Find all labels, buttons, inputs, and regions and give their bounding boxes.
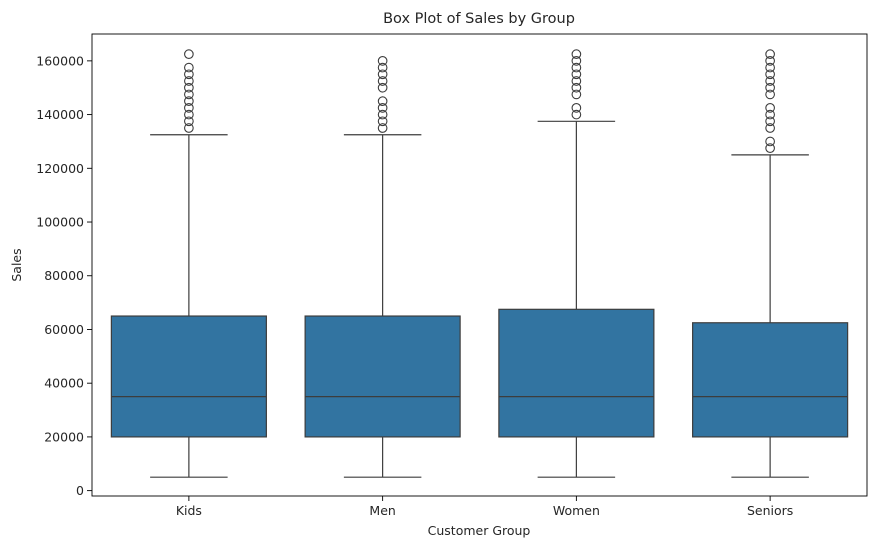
outlier-point: [184, 69, 194, 80]
outlier-point: [765, 69, 775, 80]
y-tick-label: 80000: [44, 268, 84, 283]
outlier-point: [184, 123, 194, 133]
outlier-point: [765, 62, 775, 73]
x-tick-label: Men: [369, 503, 395, 518]
outlier-point: [765, 76, 775, 86]
y-tick-label: 100000: [36, 215, 84, 230]
y-tick-label: 160000: [36, 53, 84, 68]
outlier-point: [184, 109, 194, 120]
x-tick-label: Seniors: [747, 503, 793, 518]
outlier-point: [377, 109, 388, 120]
outlier-point: [377, 103, 388, 113]
outlier-point: [765, 143, 775, 154]
outlier-point: [377, 123, 388, 133]
outlier-point: [765, 123, 775, 133]
outlier-point: [765, 49, 775, 59]
x-tick-label: Kids: [176, 503, 202, 518]
y-axis-label: Sales: [9, 248, 24, 281]
outlier-point: [571, 69, 582, 80]
outlier-point: [377, 62, 388, 73]
y-tick-label: 40000: [44, 376, 84, 391]
x-axis-label: Customer Group: [428, 523, 531, 538]
x-tick-label: Women: [553, 503, 600, 518]
outlier-point: [765, 109, 775, 120]
outlier-point: [571, 103, 582, 113]
outlier-point: [571, 56, 582, 66]
chart-title: Box Plot of Sales by Group: [383, 11, 575, 27]
outlier-point: [184, 89, 194, 100]
y-tick-label: 60000: [44, 322, 84, 337]
outlier-point: [571, 49, 582, 59]
outlier-point: [377, 69, 388, 80]
outlier-point: [765, 103, 775, 113]
outlier-point: [184, 116, 194, 127]
y-tick-label: 20000: [44, 429, 84, 444]
y-tick-label: 0: [76, 483, 84, 498]
box-kids: [110, 315, 267, 438]
box-women: [498, 308, 655, 438]
box-men: [304, 315, 461, 438]
outlier-point: [765, 56, 775, 66]
outlier-point: [765, 82, 775, 93]
y-tick-label: 140000: [36, 107, 84, 122]
outlier-point: [184, 49, 194, 59]
outlier-point: [765, 89, 775, 100]
outlier-point: [184, 103, 194, 113]
outlier-point: [377, 56, 388, 66]
plot-area: 0 20000 40000 60000 80000 100000 120000 140000 1…: [36, 33, 868, 518]
outlier-point: [377, 116, 388, 127]
outlier-point: [184, 82, 194, 93]
outlier-point: [571, 109, 582, 120]
outlier-point: [377, 76, 388, 86]
outlier-point: [765, 116, 775, 127]
axes-frame: [91, 33, 868, 497]
outlier-point: [571, 76, 582, 86]
y-tick-label: 120000: [36, 161, 84, 176]
outlier-point: [571, 62, 582, 73]
outlier-point: [184, 76, 194, 86]
outlier-point: [184, 96, 194, 107]
box-seniors: [692, 322, 849, 438]
outlier-point: [377, 96, 388, 107]
outlier-point: [184, 62, 194, 73]
outlier-point: [765, 136, 775, 147]
outlier-point: [377, 82, 388, 93]
outlier-point: [571, 82, 582, 93]
outlier-point: [571, 89, 582, 100]
